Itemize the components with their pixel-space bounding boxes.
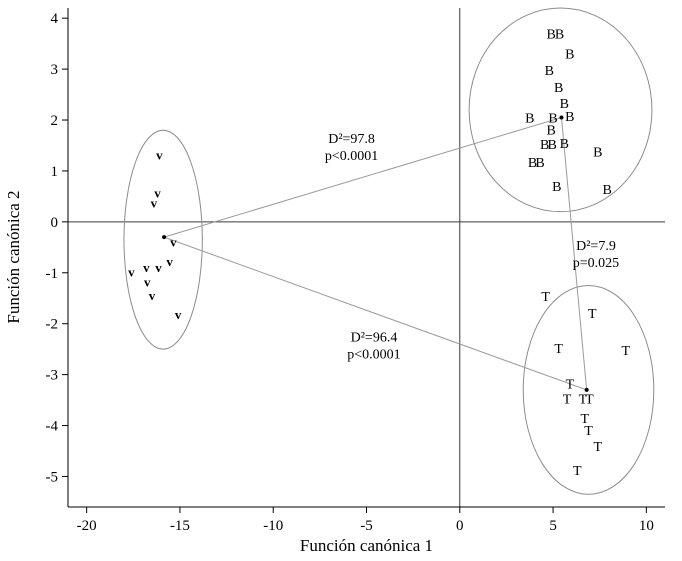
y-axis-title: Función canónica 2 bbox=[4, 190, 23, 324]
data-point-marker-B: B bbox=[552, 180, 561, 195]
data-point-marker-V: v bbox=[128, 264, 135, 279]
data-point-marker-T: T bbox=[585, 393, 594, 408]
comparison-line-B-T bbox=[560, 117, 588, 390]
y-tick-label: -3 bbox=[46, 368, 59, 384]
data-point-marker-V: v bbox=[175, 307, 182, 322]
data-point-marker-T: T bbox=[588, 307, 597, 322]
data-point-marker-B: B bbox=[547, 124, 556, 139]
data-point-marker-T: T bbox=[541, 290, 550, 305]
data-point-marker-V: v bbox=[154, 185, 161, 200]
data-point-marker-V: v bbox=[156, 148, 163, 163]
data-point-marker-T: T bbox=[573, 464, 582, 479]
data-point-marker-V: v bbox=[143, 260, 150, 275]
x-tick-label: -15 bbox=[170, 518, 190, 534]
comparison-label-B-T: D²=7.9 p=0.025 bbox=[573, 239, 619, 271]
data-point-marker-B: B bbox=[593, 146, 602, 161]
x-tick-label: -5 bbox=[360, 518, 373, 534]
data-point-marker-V: v bbox=[170, 235, 177, 250]
y-tick-label: 4 bbox=[51, 11, 59, 27]
data-point-marker-T: T bbox=[563, 393, 572, 408]
data-point-marker-B: B bbox=[560, 97, 569, 112]
x-tick-label: -10 bbox=[263, 518, 283, 534]
data-point-marker-T: T bbox=[566, 377, 575, 392]
data-point-marker-B: B bbox=[547, 27, 556, 42]
data-point-marker-B: B bbox=[525, 112, 534, 127]
data-point-marker-B: B bbox=[554, 81, 563, 96]
y-tick-label: 2 bbox=[51, 113, 59, 129]
y-tick-label: 3 bbox=[51, 62, 59, 78]
y-tick-label: -4 bbox=[46, 419, 59, 435]
comparison-label-V-T: D²=96.4 p<0.0001 bbox=[347, 331, 400, 363]
comparison-label-V-B: D²=97.8 p<0.0001 bbox=[325, 132, 378, 164]
data-point-marker-B: B bbox=[565, 110, 574, 125]
data-point-marker-B: B bbox=[548, 112, 557, 127]
data-point-marker-T: T bbox=[554, 342, 563, 357]
data-point-marker-B: B bbox=[528, 156, 537, 171]
y-tick-label: 0 bbox=[51, 215, 59, 231]
data-point-marker-T: T bbox=[580, 412, 589, 427]
data-point-marker-B: B bbox=[555, 27, 564, 42]
data-point-marker-B: B bbox=[547, 138, 556, 153]
data-point-marker-V: v bbox=[155, 260, 162, 275]
data-point-marker-T: T bbox=[584, 424, 593, 439]
y-tick-label: 1 bbox=[51, 164, 59, 180]
data-point-marker-V: v bbox=[166, 254, 173, 269]
group-ellipse-T bbox=[522, 285, 655, 495]
data-point-marker-T: T bbox=[579, 393, 588, 408]
group-ellipse-B bbox=[468, 7, 653, 213]
centroid-dot-T bbox=[584, 387, 589, 392]
data-point-marker-V: v bbox=[151, 196, 158, 211]
data-point-marker-V: v bbox=[149, 288, 156, 303]
data-point-marker-B: B bbox=[565, 47, 574, 62]
data-point-marker-T: T bbox=[594, 440, 603, 455]
x-tick-label: 0 bbox=[456, 518, 464, 534]
y-tick-label: -5 bbox=[46, 469, 59, 485]
data-point-marker-V: v bbox=[144, 274, 151, 289]
x-tick-label: 5 bbox=[549, 518, 557, 534]
y-tick-label: -2 bbox=[46, 317, 59, 333]
centroid-dot-B bbox=[559, 115, 564, 120]
y-tick-label: -1 bbox=[46, 266, 59, 282]
data-point-marker-B: B bbox=[560, 137, 569, 152]
comparison-line-V-B bbox=[163, 116, 562, 238]
data-point-marker-B: B bbox=[545, 64, 554, 79]
x-tick-label: 10 bbox=[639, 518, 654, 534]
group-ellipse-V bbox=[123, 129, 203, 350]
comparison-line-V-T bbox=[163, 236, 587, 391]
data-point-marker-B: B bbox=[535, 156, 544, 171]
data-point-marker-B: B bbox=[602, 183, 611, 198]
data-point-marker-B: B bbox=[540, 138, 549, 153]
x-tick-label: -20 bbox=[77, 518, 97, 534]
x-axis-title: Función canónica 1 bbox=[299, 536, 434, 555]
centroid-dot-V bbox=[162, 235, 167, 240]
data-point-marker-T: T bbox=[622, 344, 631, 359]
